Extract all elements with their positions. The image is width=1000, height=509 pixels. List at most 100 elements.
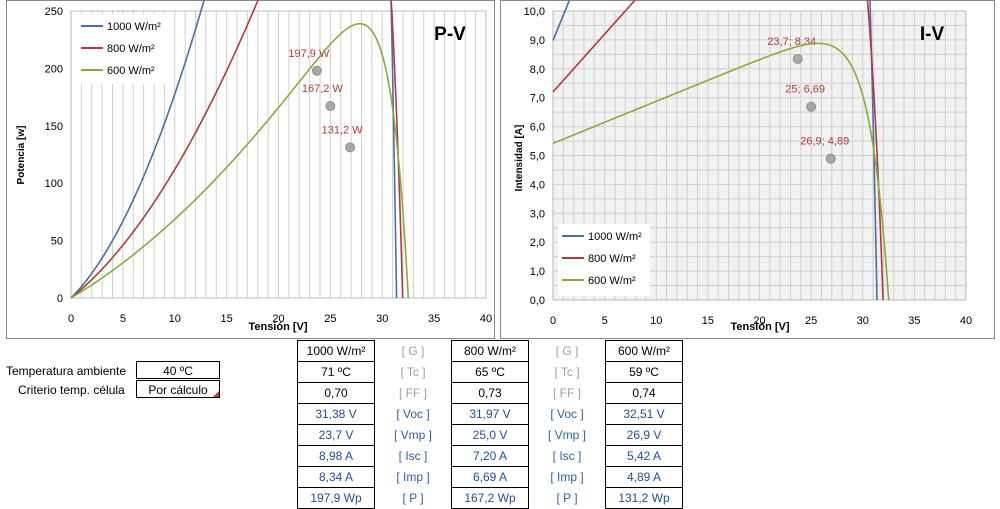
plot-border (552, 10, 967, 301)
results-table: 1000 W/m²[ G ] 800 W/m²[ G ] 600 W/m² 71 ºC… (297, 340, 683, 509)
value-1000-cell: 31,38 V (297, 403, 375, 425)
data-label: 167,2 W (302, 83, 344, 95)
param-key-cell: [ Voc ] (550, 407, 584, 421)
x-tick-label: 15 (221, 313, 233, 325)
legend-label: 800 W/m² (588, 253, 636, 265)
value-800-cell: 167,2 Wp (451, 487, 529, 509)
value-1000-cell: 8,34 A (297, 466, 375, 488)
series-line-2 (70, 22, 410, 299)
data-label: 131,2 W (322, 124, 364, 136)
value-1000-cell: 197,9 Wp (297, 487, 375, 509)
x-tick-label: 5 (120, 313, 126, 325)
chart-title: P-V (434, 24, 466, 45)
param-key-cell: [ Voc ] (396, 407, 430, 421)
series-line-1 (552, 0, 884, 301)
max-power-point (325, 101, 336, 112)
param-key-cell: [ P ] (402, 491, 424, 505)
table-row: 8,98 A [ Isc ] 7,20 A [ Isc ] 5,42 A (297, 445, 683, 467)
table-row: 197,9 Wp [ P ] 167,2 Wp [ P ] 131,2 Wp (297, 487, 683, 509)
series-line-0 (70, 0, 398, 299)
legend-label: 600 W/m² (107, 65, 155, 77)
x-tick-label: 25 (324, 313, 336, 325)
table-row: 31,38 V [ Voc ] 31,97 V [ Voc ] 32,51 V (297, 403, 683, 425)
param-key-cell: [ Imp ] (396, 470, 430, 484)
x-tick-label: 0 (550, 315, 556, 327)
x-tick-label: 15 (702, 315, 714, 327)
table-row: 71 ºC [ Tc ] 65 ºC [ Tc ] 59 ºC (297, 361, 683, 383)
value-600-cell: 600 W/m² (605, 340, 683, 362)
y-tick-label: 10,0 (524, 6, 545, 18)
value-800-cell: 25,0 V (451, 424, 529, 446)
param-key-cell: [ Isc ] (398, 449, 428, 463)
param-key-cell: [ Tc ] (554, 365, 580, 379)
value-800-cell: 65 ºC (451, 361, 529, 383)
x-tick-label: 40 (960, 315, 972, 327)
y-tick-label: 9,0 (530, 35, 545, 47)
legend-label: 600 W/m² (588, 275, 636, 287)
y-tick-label: 250 (45, 6, 63, 18)
max-power-point (345, 142, 356, 153)
value-800-cell: 7,20 A (451, 445, 529, 467)
dropdown-marker-icon (213, 391, 219, 397)
criterion-select[interactable]: Por cálculo (136, 380, 220, 398)
y-tick-label: 150 (45, 121, 63, 133)
table-row: 23,7 V [ Vmp ] 25,0 V [ Vmp ] 26,9 V (297, 424, 683, 446)
max-power-point (825, 153, 836, 164)
series-line-2 (552, 42, 890, 301)
x-tick-label: 20 (272, 313, 284, 325)
x-axis-label: Tensión [V] (730, 321, 789, 333)
value-600-cell: 131,2 Wp (605, 487, 683, 509)
param-key-cell: [ G ] (555, 344, 579, 358)
y-tick-label: 100 (45, 178, 63, 190)
y-tick-label: 0 (57, 293, 63, 305)
value-1000-cell: 23,7 V (297, 424, 375, 446)
value-600-cell: 26,9 V (605, 424, 683, 446)
value-1000-cell: 8,98 A (297, 445, 375, 467)
y-tick-label: 4,0 (530, 179, 545, 191)
temp-label: Temperatura ambiente (6, 364, 127, 378)
temp-input[interactable]: 40 ºC (136, 361, 220, 379)
value-800-cell: 0,73 (451, 382, 529, 404)
x-tick-label: 30 (857, 315, 869, 327)
plot-border (70, 10, 487, 299)
value-600-cell: 4,89 A (605, 466, 683, 488)
max-power-point (792, 53, 803, 64)
chart-title: I-V (920, 24, 945, 45)
x-tick-label: 0 (68, 313, 74, 325)
legend-label: 1000 W/m² (107, 21, 161, 33)
y-axis-label: Potencia [w] (16, 126, 27, 185)
x-tick-label: 10 (650, 315, 662, 327)
table-row: 1000 W/m² [ G ] 800 W/m² [ G ] 600 W/m² (297, 340, 683, 362)
y-tick-label: 0,0 (530, 295, 545, 307)
value-600-cell: 32,51 V (605, 403, 683, 425)
y-axis-label: Intensidad [A] (514, 125, 525, 192)
criterion-value: Por cálculo (148, 383, 208, 397)
x-tick-label: 40 (480, 313, 492, 325)
max-power-point (311, 65, 322, 76)
value-1000-cell: 71 ºC (297, 361, 375, 383)
param-key-cell: [ Tc ] (400, 365, 426, 379)
y-tick-label: 6,0 (530, 122, 545, 134)
value-800-cell: 800 W/m² (451, 340, 529, 362)
value-800-cell: 31,97 V (451, 403, 529, 425)
data-label: 197,9 W (288, 48, 330, 60)
param-key-cell: [ Isc ] (552, 449, 582, 463)
y-tick-label: 5,0 (530, 151, 545, 163)
table-row: 8,34 A [ Imp ] 6,69 A [ Imp ] 4,89 A (297, 466, 683, 488)
param-key-cell: [ Vmp ] (393, 428, 432, 442)
max-power-point (806, 101, 817, 112)
x-tick-label: 5 (602, 315, 608, 327)
x-tick-label: 25 (805, 315, 817, 327)
data-label: 23,7; 8,34 (767, 36, 816, 48)
y-tick-label: 8,0 (530, 64, 545, 76)
y-tick-label: 200 (45, 63, 63, 75)
legend-label: 1000 W/m² (588, 231, 642, 243)
pv-chart: 0 5 10 15 20 25 30 35 40 0 50 100 150 200 250 Tensión [… (6, 0, 495, 339)
legend-label: 800 W/m² (107, 43, 155, 55)
iv-chart: 0 5 10 15 20 25 30 35 40 0,0 1,0 2,0 3,0 4,0 5,0 6,0 7,0… (500, 0, 995, 339)
param-key-cell: [ G ] (401, 344, 425, 358)
table-row: 0,70 [ FF ] 0,73 [ FF ] 0,74 (297, 382, 683, 404)
y-tick-label: 2,0 (530, 237, 545, 249)
param-key-cell: [ P ] (556, 491, 578, 505)
